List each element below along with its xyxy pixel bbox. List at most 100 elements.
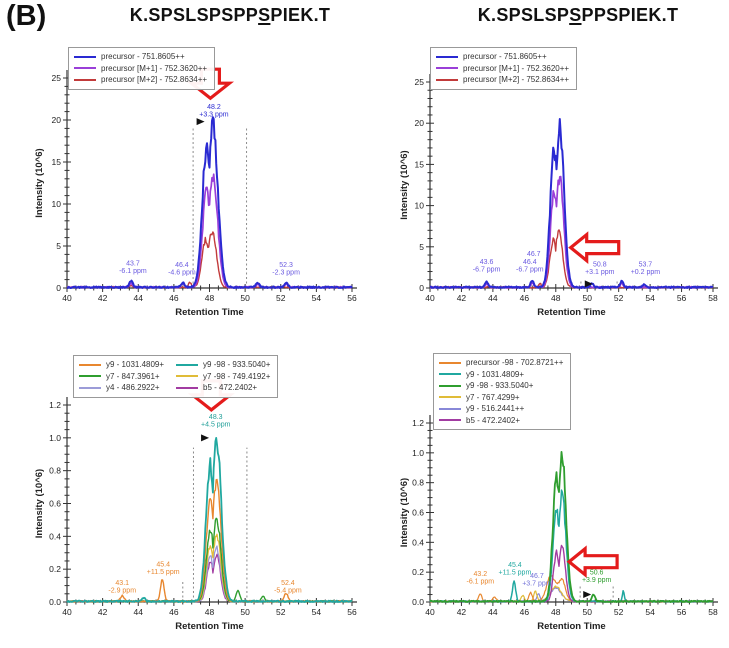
- id-marker-icon: [584, 280, 593, 288]
- y-tick-label: 5: [419, 242, 424, 252]
- series-line: [66, 437, 353, 603]
- peptide-title-left: K.SPSLSPSPPSPIEK.T: [130, 5, 330, 26]
- y-tick-label: 0.8: [49, 466, 61, 476]
- phospho-site: S: [569, 5, 582, 25]
- peptide-seq-post: PIEK.T: [270, 5, 331, 25]
- highlight-arrow-icon: [566, 545, 619, 579]
- legend-label: precursor - 751.8605++: [101, 52, 185, 61]
- peak-annotation: -6.7 ppm: [516, 267, 544, 274]
- peak-annotation: +3.7 ppm: [522, 581, 552, 588]
- x-axis-title: Retention Time: [175, 307, 243, 318]
- chromatogram-panel-bottom-right: 40 42 44 46 48 50 52 54 56 58 0.0 0.2 0.4 0.6 0.8 1.0 1.…: [395, 345, 729, 648]
- legend: precursor -98 - 702.8721++ y9 - 1031.4809…: [433, 353, 572, 430]
- legend-entry: y9 - 1031.4809+: [439, 369, 563, 381]
- x-axis-title: Retention Time: [175, 621, 243, 632]
- phospho-site: S: [258, 5, 271, 25]
- peak-annotation: 48.3: [209, 414, 223, 421]
- x-tick-label: 40: [62, 293, 72, 303]
- peak-annotation: 48.2: [207, 104, 221, 111]
- x-tick-label: 40: [425, 293, 435, 303]
- y-tick-label: 0.8: [412, 478, 424, 488]
- x-tick-label: 50: [582, 607, 592, 617]
- peak-annotation: 43.7: [126, 260, 140, 267]
- peak-annotation: 50.8: [593, 262, 607, 269]
- peak-annotation: 46.4: [523, 259, 537, 266]
- x-tick-label: 44: [488, 607, 498, 617]
- id-marker-icon: [201, 434, 210, 442]
- y-tick-label: 0.6: [49, 499, 61, 509]
- x-tick-label: 56: [677, 293, 687, 303]
- figure-label: (B): [6, 0, 47, 32]
- y-tick-label: 10: [52, 199, 62, 209]
- x-tick-label: 56: [347, 293, 357, 303]
- chart-svg-bottom-right: 40 42 44 46 48 50 52 54 56 58 0.0 0.2 0.4 0.6 0.8 1.0 1.…: [399, 415, 718, 632]
- peak-annotation: 43.1: [115, 580, 129, 587]
- peak-annotation: +3.3 ppm: [199, 112, 229, 119]
- x-tick-label: 46: [520, 293, 530, 303]
- legend-swatch-icon: [79, 386, 101, 389]
- y-tick-label: 0.6: [412, 508, 424, 518]
- legend: y9 - 1031.4809+ y7 - 847.3961+ y4 - 486.29…: [73, 355, 279, 398]
- legend-entry: y9 - 1031.4809+: [79, 359, 164, 371]
- legend-entry: precursor [M+2] - 752.8634++: [436, 74, 569, 86]
- y-tick-label: 15: [415, 159, 425, 169]
- x-axis-title: Retention Time: [537, 307, 605, 318]
- legend-entry: y4 - 486.2922+: [79, 382, 164, 394]
- y-tick-label: 15: [52, 157, 62, 167]
- legend-entry: precursor [M+1] - 752.3620++: [436, 63, 569, 75]
- x-tick-label: 44: [134, 607, 144, 617]
- legend-entry: y7 - 847.3961+: [79, 371, 164, 383]
- y-tick-label: 0: [56, 283, 61, 293]
- peak-annotation: -4.6 ppm: [168, 270, 196, 277]
- series-line: [66, 553, 353, 603]
- x-tick-label: 46: [169, 607, 179, 617]
- peak-annotation: 45.4: [508, 562, 522, 569]
- x-tick-label: 52: [614, 607, 624, 617]
- x-tick-label: 50: [240, 607, 250, 617]
- y-tick-label: 5: [56, 241, 61, 251]
- legend-entry: precursor - 751.8605++: [436, 51, 569, 63]
- y-axis-title: Intensity (10^6): [399, 150, 410, 219]
- legend-label: y9 - 1031.4809+: [106, 360, 165, 369]
- series-line: [66, 116, 353, 289]
- peak-annotation: 53.7: [639, 262, 653, 269]
- x-tick-label: 58: [708, 293, 718, 303]
- series-line: [66, 231, 353, 289]
- x-tick-label: 54: [645, 293, 655, 303]
- legend-swatch-icon: [79, 375, 101, 378]
- x-tick-label: 42: [457, 607, 467, 617]
- peak-annotation: -6.1 ppm: [119, 268, 147, 275]
- x-tick-label: 48: [551, 607, 561, 617]
- series-line: [430, 229, 714, 289]
- legend-label: precursor - 751.8605++: [463, 52, 547, 61]
- y-tick-label: 0.4: [412, 537, 424, 547]
- legend-label: precursor [M+1] - 752.3620++: [101, 63, 208, 73]
- chart-svg-top-right: 40 42 44 46 48 50 52 54 56 58 0 5 10 15 20 25 Retention …: [399, 74, 718, 318]
- peak-annotation: 46.4: [175, 262, 189, 269]
- legend-label: precursor [M+1] - 752.3620++: [463, 63, 570, 73]
- legend-entry: y7 - 767.4299+: [439, 392, 563, 404]
- peak-annotation: +3.9 ppm: [582, 577, 612, 584]
- legend-label: y7 -98 - 749.4192+: [203, 371, 271, 381]
- legend-swatch-icon: [436, 55, 458, 58]
- peak-annotation: 50.6: [590, 569, 604, 576]
- y-tick-label: 0.2: [49, 564, 61, 574]
- legend-label: b5 - 472.2402+: [466, 415, 521, 425]
- x-tick-label: 40: [425, 607, 435, 617]
- legend: precursor - 751.8605++ precursor [M+1] - …: [68, 47, 216, 90]
- series-line: [429, 118, 714, 289]
- peak-annotation: +0.2 ppm: [631, 269, 661, 276]
- series-line: [66, 478, 353, 603]
- legend-label: y7 - 767.4299+: [466, 392, 520, 402]
- peptide-seq-pre: K.SPSLSPSPP: [129, 5, 259, 25]
- y-axis-title: Intensity (10^6): [34, 148, 45, 217]
- legend-swatch-icon: [74, 55, 96, 58]
- peak-annotation: 52.3: [279, 262, 293, 269]
- legend-swatch-icon: [439, 396, 461, 399]
- peak-annotation: +11.5 ppm: [499, 569, 532, 576]
- x-tick-label: 56: [677, 607, 687, 617]
- x-tick-label: 52: [276, 293, 286, 303]
- x-tick-label: 44: [488, 293, 498, 303]
- peak-annotation: 52.4: [281, 580, 295, 587]
- legend-entry: y9 -98 - 933.5040+: [439, 380, 563, 392]
